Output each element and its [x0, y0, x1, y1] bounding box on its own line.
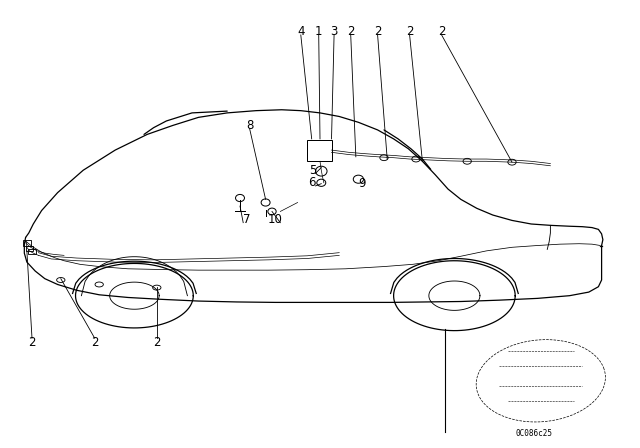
- Text: 2: 2: [91, 336, 99, 349]
- Text: 6: 6: [308, 176, 316, 190]
- Bar: [28, 249, 36, 254]
- Text: 2: 2: [347, 25, 355, 38]
- Text: 0C086c25: 0C086c25: [516, 429, 553, 438]
- Text: 4: 4: [297, 25, 305, 38]
- Text: 2: 2: [28, 336, 36, 349]
- Text: 8: 8: [246, 119, 253, 132]
- Text: 3: 3: [330, 25, 338, 38]
- Text: 7: 7: [243, 213, 250, 226]
- Text: 2: 2: [406, 25, 413, 38]
- Bar: [26, 246, 33, 251]
- Text: 5: 5: [308, 164, 316, 177]
- Text: 2: 2: [438, 25, 445, 38]
- Text: 1: 1: [315, 25, 323, 38]
- Text: 10: 10: [268, 213, 283, 226]
- Text: 9: 9: [358, 177, 365, 190]
- Bar: [23, 240, 31, 246]
- Text: 2: 2: [153, 336, 161, 349]
- Text: 2: 2: [374, 25, 381, 38]
